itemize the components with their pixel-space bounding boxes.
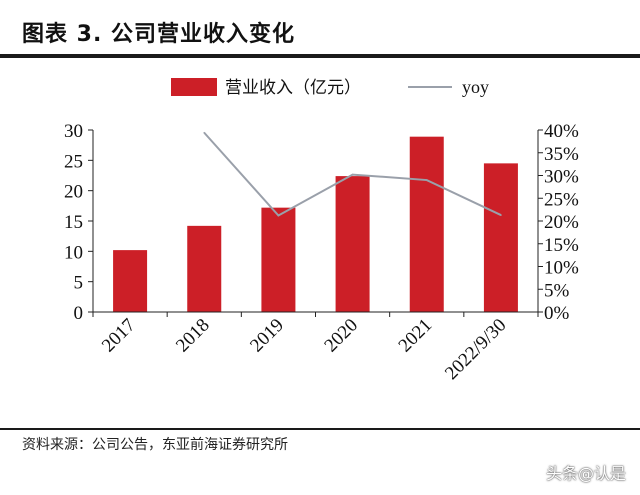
watermark: 头条@认是 bbox=[545, 464, 626, 483]
yoy-point-2019 bbox=[277, 214, 280, 217]
y-left-tick-label: 5 bbox=[74, 273, 84, 294]
bar-2020 bbox=[335, 176, 370, 312]
legend-bar-swatch bbox=[171, 78, 217, 96]
bar-2017 bbox=[113, 250, 148, 312]
y-left-tick-label: 30 bbox=[64, 121, 83, 142]
title-bar: 图表 3. 公司营业收入变化 bbox=[0, 0, 640, 58]
yoy-point-2020 bbox=[351, 173, 354, 176]
x-tick-label: 2021 bbox=[395, 315, 437, 357]
x-tick-label: 2018 bbox=[172, 315, 214, 357]
y-right-tick-label: 15% bbox=[544, 235, 579, 256]
y-left-tick-label: 0 bbox=[74, 303, 84, 324]
legend-bar-label: 营业收入（亿元） bbox=[225, 78, 361, 98]
yoy-point-2021 bbox=[425, 179, 428, 181]
y-left-tick-label: 15 bbox=[64, 212, 83, 233]
y-right-tick-label: 10% bbox=[544, 258, 579, 279]
x-tick-label: 2017 bbox=[98, 315, 140, 357]
y-right-tick-label: 5% bbox=[544, 280, 570, 301]
figure-title: 图表 3. 公司营业收入变化 bbox=[22, 22, 295, 47]
bar-2022-9-30 bbox=[483, 163, 518, 312]
bar-2021 bbox=[409, 136, 444, 312]
y-right-tick-label: 40% bbox=[544, 121, 579, 142]
y-left-tick-label: 20 bbox=[64, 182, 83, 203]
x-tick-label: 2019 bbox=[246, 315, 288, 357]
y-left-tick-label: 25 bbox=[64, 151, 83, 172]
x-tick-label: 2020 bbox=[320, 315, 362, 357]
yoy-point-2018 bbox=[203, 131, 206, 134]
footer-rule bbox=[0, 428, 640, 430]
y-right-tick-label: 25% bbox=[544, 189, 579, 210]
y-right-tick-label: 35% bbox=[544, 144, 579, 165]
source-note: 资料来源：公司公告，东亚前海证券研究所 bbox=[22, 437, 288, 453]
bar-2019 bbox=[261, 207, 296, 312]
y-right-tick-label: 30% bbox=[544, 167, 579, 188]
legend-line-label: yoy bbox=[462, 77, 489, 97]
bar-2018 bbox=[187, 225, 222, 312]
x-tick-label: 2022/9/30 bbox=[441, 315, 510, 384]
revenue-chart: 营业收入（亿元） yoy0510152025300%5%10%15%20%25%3… bbox=[64, 77, 579, 384]
yoy-point-2022-9-30 bbox=[500, 214, 502, 216]
y-right-tick-label: 0% bbox=[544, 303, 570, 324]
y-right-tick-label: 20% bbox=[544, 212, 579, 233]
y-left-tick-label: 10 bbox=[64, 242, 83, 263]
